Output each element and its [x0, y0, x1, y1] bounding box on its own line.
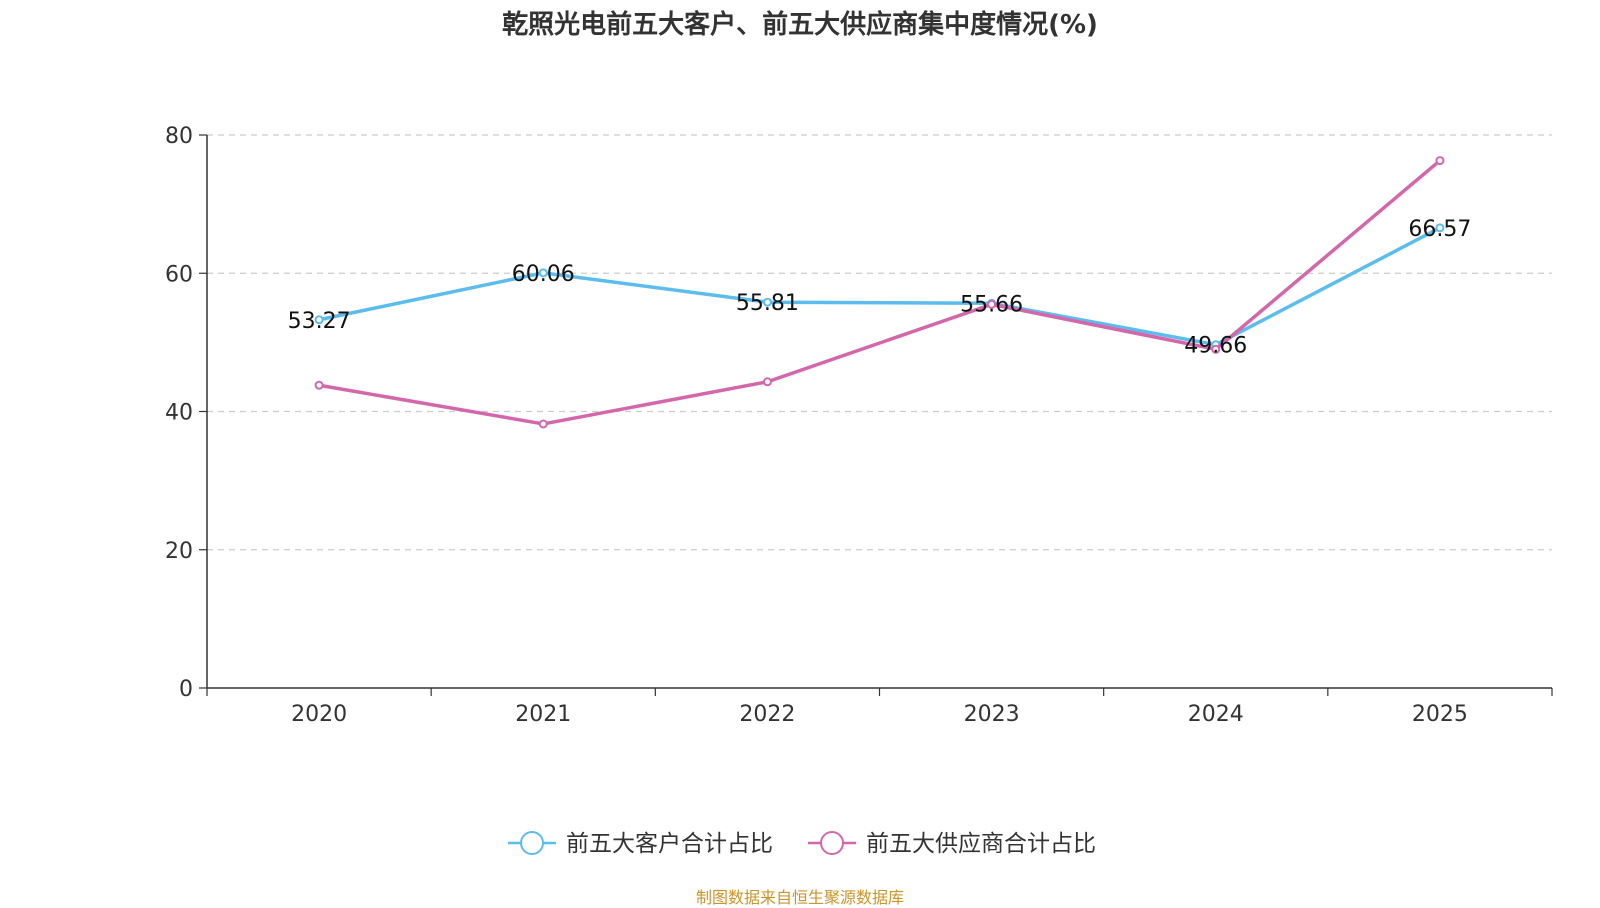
data-point — [762, 297, 772, 307]
data-point — [538, 419, 548, 429]
series-line — [317, 226, 1442, 347]
y-tick-label: 60 — [165, 262, 193, 287]
y-tick-label: 80 — [165, 124, 193, 149]
data-label: 66.57 — [1408, 217, 1471, 242]
data-point — [1211, 344, 1221, 354]
legend-swatch-marker — [520, 831, 544, 855]
data-point — [1435, 223, 1445, 233]
data-label: 60.06 — [512, 262, 575, 287]
legend-label: 前五大客户合计占比 — [566, 831, 773, 857]
data-point — [762, 377, 772, 387]
x-tick-label: 2022 — [739, 702, 795, 727]
y-tick-label: 40 — [165, 401, 193, 426]
data-label: 53.27 — [288, 309, 351, 334]
data-point — [1435, 156, 1445, 166]
x-tick-label: 2025 — [1412, 702, 1468, 727]
data-label: 55.66 — [960, 292, 1023, 317]
x-tick-label: 2020 — [291, 702, 347, 727]
legend-label: 前五大供应商合计占比 — [866, 831, 1096, 857]
source-note: 制图数据来自恒生聚源数据库 — [695, 888, 904, 907]
data-point — [314, 380, 324, 390]
data-point — [987, 299, 997, 309]
data-point — [314, 315, 324, 325]
y-tick-label: 20 — [165, 539, 193, 564]
series-line — [317, 158, 1442, 426]
data-label: 49.66 — [1184, 334, 1247, 359]
y-tick-label: 0 — [179, 677, 193, 702]
x-tick-label: 2024 — [1188, 702, 1244, 727]
x-tick-label: 2021 — [515, 702, 571, 727]
x-tick-label: 2023 — [964, 702, 1020, 727]
legend-swatch-marker — [820, 831, 844, 855]
data-label: 55.81 — [736, 291, 799, 316]
data-point — [538, 268, 548, 278]
chart-title: 乾照光电前五大客户、前五大供应商集中度情况(%) — [502, 10, 1098, 40]
